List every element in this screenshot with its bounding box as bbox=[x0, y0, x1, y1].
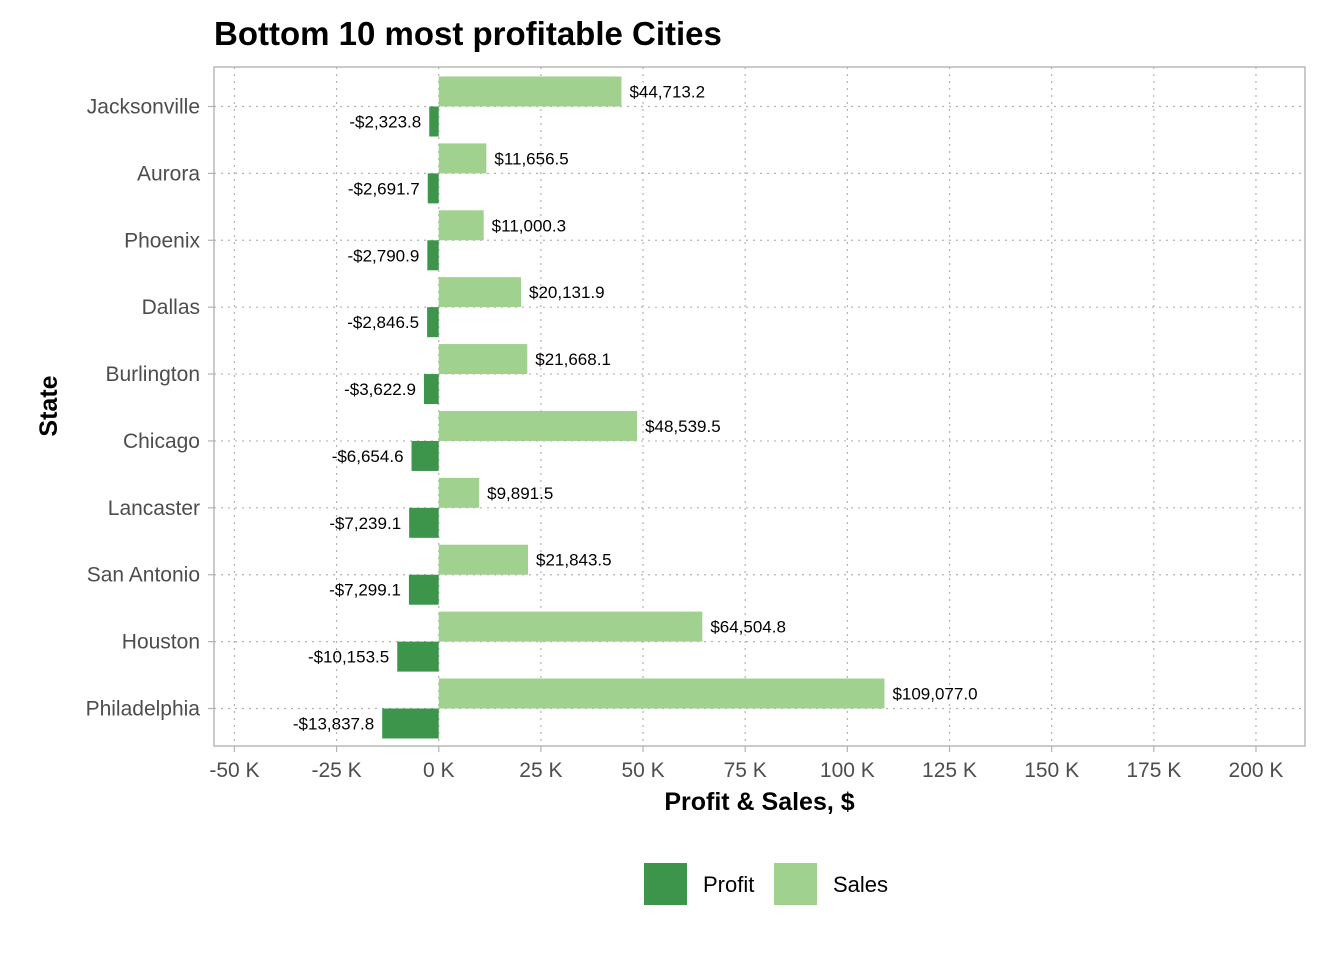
data-label-profit-2: -$2,790.9 bbox=[347, 246, 419, 265]
bar-profit-9 bbox=[382, 708, 439, 739]
y-tick-label-4: Burlington bbox=[105, 363, 200, 386]
x-tick-label-1: -25 K bbox=[311, 759, 361, 782]
bar-profit-7 bbox=[408, 574, 439, 605]
y-tick-label-6: Lancaster bbox=[108, 497, 200, 520]
data-label-sales-2: $11,000.3 bbox=[492, 216, 566, 235]
bar-sales-0 bbox=[438, 76, 622, 107]
data-label-profit-8: -$10,153.5 bbox=[308, 648, 389, 667]
bar-profit-3 bbox=[427, 307, 439, 338]
legend-label-sales: Sales bbox=[833, 872, 888, 897]
data-label-profit-0: -$2,323.8 bbox=[349, 113, 421, 132]
legend-key-sales bbox=[774, 863, 817, 905]
data-label-sales-7: $21,843.5 bbox=[536, 551, 612, 570]
plot-panel bbox=[213, 66, 1306, 747]
x-tick-label-8: 150 K bbox=[1024, 759, 1079, 782]
bar-sales-9 bbox=[438, 678, 885, 709]
data-label-profit-3: -$2,846.5 bbox=[347, 313, 419, 332]
bar-sales-2 bbox=[438, 210, 484, 241]
data-label-sales-1: $11,656.5 bbox=[494, 149, 568, 168]
data-label-sales-6: $9,891.5 bbox=[487, 484, 553, 503]
chart-title: Bottom 10 most profitable Cities bbox=[214, 15, 722, 52]
data-label-sales-5: $48,539.5 bbox=[645, 417, 721, 436]
legend-label-profit: Profit bbox=[703, 872, 754, 897]
x-axis: -50 K -25 K 0 K 25 K 50 K 75 K 100 K 125 K 150 K… bbox=[209, 746, 1283, 782]
x-tick-label-0: -50 K bbox=[209, 759, 259, 782]
data-label-sales-0: $44,713.2 bbox=[629, 83, 705, 102]
legend-key-profit bbox=[644, 863, 687, 905]
bar-sales-5 bbox=[438, 410, 638, 441]
bar-sales-7 bbox=[438, 544, 528, 575]
x-axis-title: Profit & Sales, $ bbox=[664, 788, 854, 816]
data-label-sales-4: $21,668.1 bbox=[535, 350, 611, 369]
bar-sales-6 bbox=[438, 477, 480, 508]
bar-profit-6 bbox=[409, 507, 439, 538]
x-tick-label-5: 75 K bbox=[724, 759, 767, 782]
x-tick-label-3: 25 K bbox=[519, 759, 562, 782]
x-tick-label-7: 125 K bbox=[922, 759, 977, 782]
bar-profit-4 bbox=[423, 374, 439, 405]
bar-sales-4 bbox=[438, 344, 528, 375]
bar-profit-0 bbox=[429, 106, 439, 137]
y-tick-label-1: Aurora bbox=[137, 162, 200, 185]
bar-profit-1 bbox=[427, 173, 439, 204]
y-tick-label-8: Houston bbox=[122, 631, 200, 654]
y-tick-label-0: Jacksonville bbox=[87, 96, 200, 119]
y-tick-label-9: Philadelphia bbox=[86, 698, 201, 721]
x-tick-label-2: 0 K bbox=[423, 759, 455, 782]
y-tick-label-2: Phoenix bbox=[124, 229, 200, 252]
bars bbox=[382, 76, 885, 739]
data-label-profit-1: -$2,691.7 bbox=[348, 179, 420, 198]
data-label-sales-8: $64,504.8 bbox=[710, 618, 786, 637]
y-tick-label-7: San Antonio bbox=[87, 564, 200, 587]
bar-profit-2 bbox=[427, 240, 439, 271]
x-tick-label-9: 175 K bbox=[1126, 759, 1181, 782]
data-label-profit-5: -$6,654.6 bbox=[332, 447, 404, 466]
bar-sales-1 bbox=[438, 143, 487, 174]
data-label-sales-9: $109,077.0 bbox=[892, 685, 977, 704]
bar-profit-5 bbox=[411, 440, 439, 471]
x-tick-label-10: 200 K bbox=[1229, 759, 1284, 782]
y-axis-title: State bbox=[35, 375, 63, 436]
data-label-sales-3: $20,131.9 bbox=[529, 283, 605, 302]
data-label-profit-7: -$7,299.1 bbox=[329, 581, 401, 600]
legend: Profit Sales bbox=[644, 863, 888, 905]
data-label-profit-6: -$7,239.1 bbox=[329, 514, 401, 533]
x-tick-label-6: 100 K bbox=[820, 759, 875, 782]
data-labels: $44,713.2 -$2,323.8 $11,656.5 -$2,691.7 $11,… bbox=[293, 83, 978, 734]
bar-sales-8 bbox=[438, 611, 703, 642]
y-axis: Jacksonville Aurora Phoenix Dallas Burlingto… bbox=[86, 96, 214, 721]
x-tick-label-4: 50 K bbox=[621, 759, 664, 782]
bar-sales-3 bbox=[438, 277, 521, 308]
y-tick-label-3: Dallas bbox=[142, 296, 200, 319]
y-tick-label-5: Chicago bbox=[123, 430, 200, 453]
data-label-profit-4: -$3,622.9 bbox=[344, 380, 416, 399]
bar-profit-8 bbox=[397, 641, 439, 672]
gridlines bbox=[214, 67, 1305, 746]
data-label-profit-9: -$13,837.8 bbox=[293, 715, 374, 734]
